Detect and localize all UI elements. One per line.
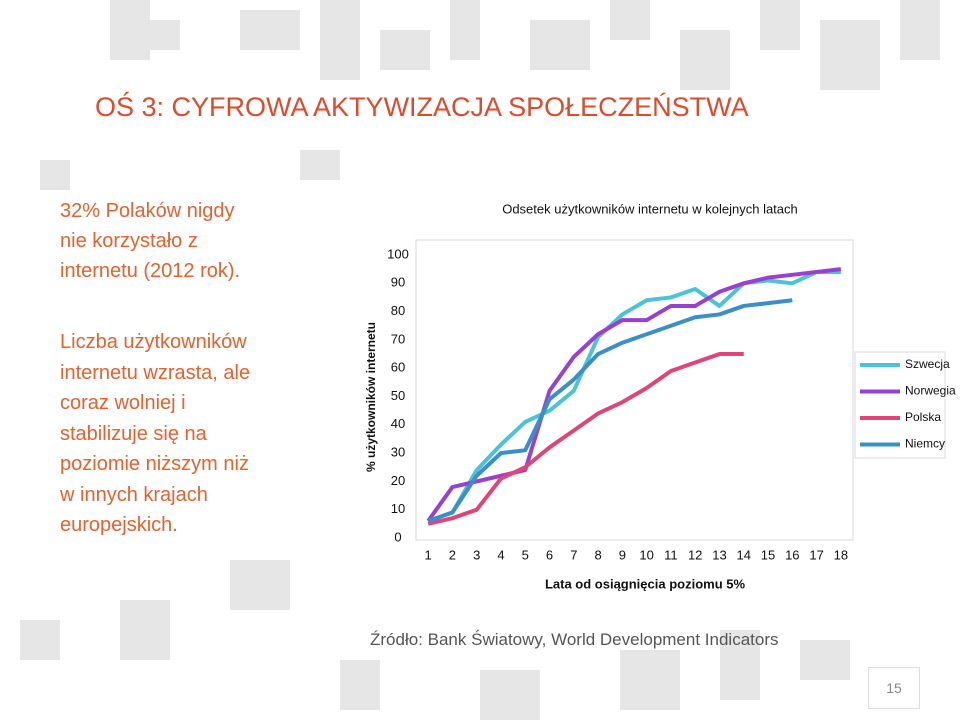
body-line: coraz wolniej i — [60, 392, 186, 414]
x-tick-label: 17 — [809, 547, 823, 562]
x-tick-label: 16 — [785, 547, 799, 562]
x-axis-label: Lata od osiągnięcia poziomu 5% — [545, 576, 746, 591]
y-tick-label: 50 — [391, 388, 405, 403]
x-tick-label: 1 — [425, 547, 432, 562]
x-tick-label: 12 — [688, 547, 702, 562]
body-line: poziomie niższym niż — [60, 453, 249, 475]
series-line — [427, 269, 841, 523]
series-line — [427, 298, 793, 523]
body-line: europejskich. — [60, 514, 178, 536]
y-tick-label: 70 — [391, 331, 405, 346]
chart-area — [360, 183, 946, 613]
lead-text: 32% Polaków nigdy nie korzystało z interne… — [60, 196, 240, 286]
y-tick-label: 20 — [391, 473, 405, 488]
x-tick-label: 3 — [473, 547, 480, 562]
body-line: internetu wzrasta, ale — [60, 361, 251, 384]
chart-title: Odsetek użytkowników internetu w kolejny… — [502, 201, 798, 216]
x-tick-label: 13 — [712, 547, 726, 562]
x-tick-label: 15 — [761, 547, 775, 562]
x-tick-label: 18 — [834, 547, 848, 562]
x-tick-label: 11 — [664, 547, 678, 562]
y-tick-label: 100 — [387, 246, 409, 261]
x-tick-label: 10 — [639, 547, 653, 562]
legend-label: Polska — [905, 410, 941, 424]
body-line: w innych krajach — [60, 483, 208, 506]
y-axis-label: % użytkowników internetu — [364, 322, 378, 472]
y-tick-label: 10 — [391, 501, 405, 516]
x-tick-label: 7 — [570, 547, 577, 562]
legend-box — [854, 351, 946, 459]
x-tick-label: 9 — [619, 547, 626, 562]
source: Źródło: Bank Światowy, World Development… — [370, 630, 779, 649]
series-line — [426, 267, 842, 523]
slide-title: OŚ 3: CYFROWA AKTYWIZACJA SPOŁECZEŃSTWA — [95, 92, 749, 122]
legend-label: Niemcy — [905, 437, 945, 451]
x-tick-label: 4 — [497, 547, 504, 562]
x-tick-label: 2 — [449, 547, 456, 562]
x-tick-label: 14 — [737, 547, 751, 562]
body-line: stabilizuje się na — [60, 422, 207, 445]
lead-line: nie korzystało z — [60, 230, 198, 252]
legend-label: Norwegia — [905, 384, 956, 398]
body-text: Liczba użytkowników internetu wzrasta, al… — [60, 327, 250, 541]
plot-border — [415, 239, 854, 541]
legend-label: Szwecja — [905, 357, 950, 371]
x-tick-label: 6 — [546, 547, 553, 562]
y-tick-label: 80 — [391, 303, 405, 318]
page-number: 15 — [868, 667, 920, 709]
lead-line: 32% Polaków nigdy — [60, 200, 235, 222]
y-tick-label: 40 — [391, 416, 405, 431]
body-line: Liczba użytkowników — [60, 331, 247, 353]
y-tick-label: 30 — [391, 445, 405, 460]
y-tick-label: 0 — [394, 529, 401, 544]
y-tick-label: 60 — [391, 360, 405, 375]
x-tick-label: 8 — [594, 547, 601, 562]
x-tick-label: 5 — [522, 547, 529, 562]
y-tick-label: 90 — [391, 275, 405, 290]
series-line — [427, 352, 744, 526]
lead-line: internetu (2012 rok). — [60, 260, 241, 282]
